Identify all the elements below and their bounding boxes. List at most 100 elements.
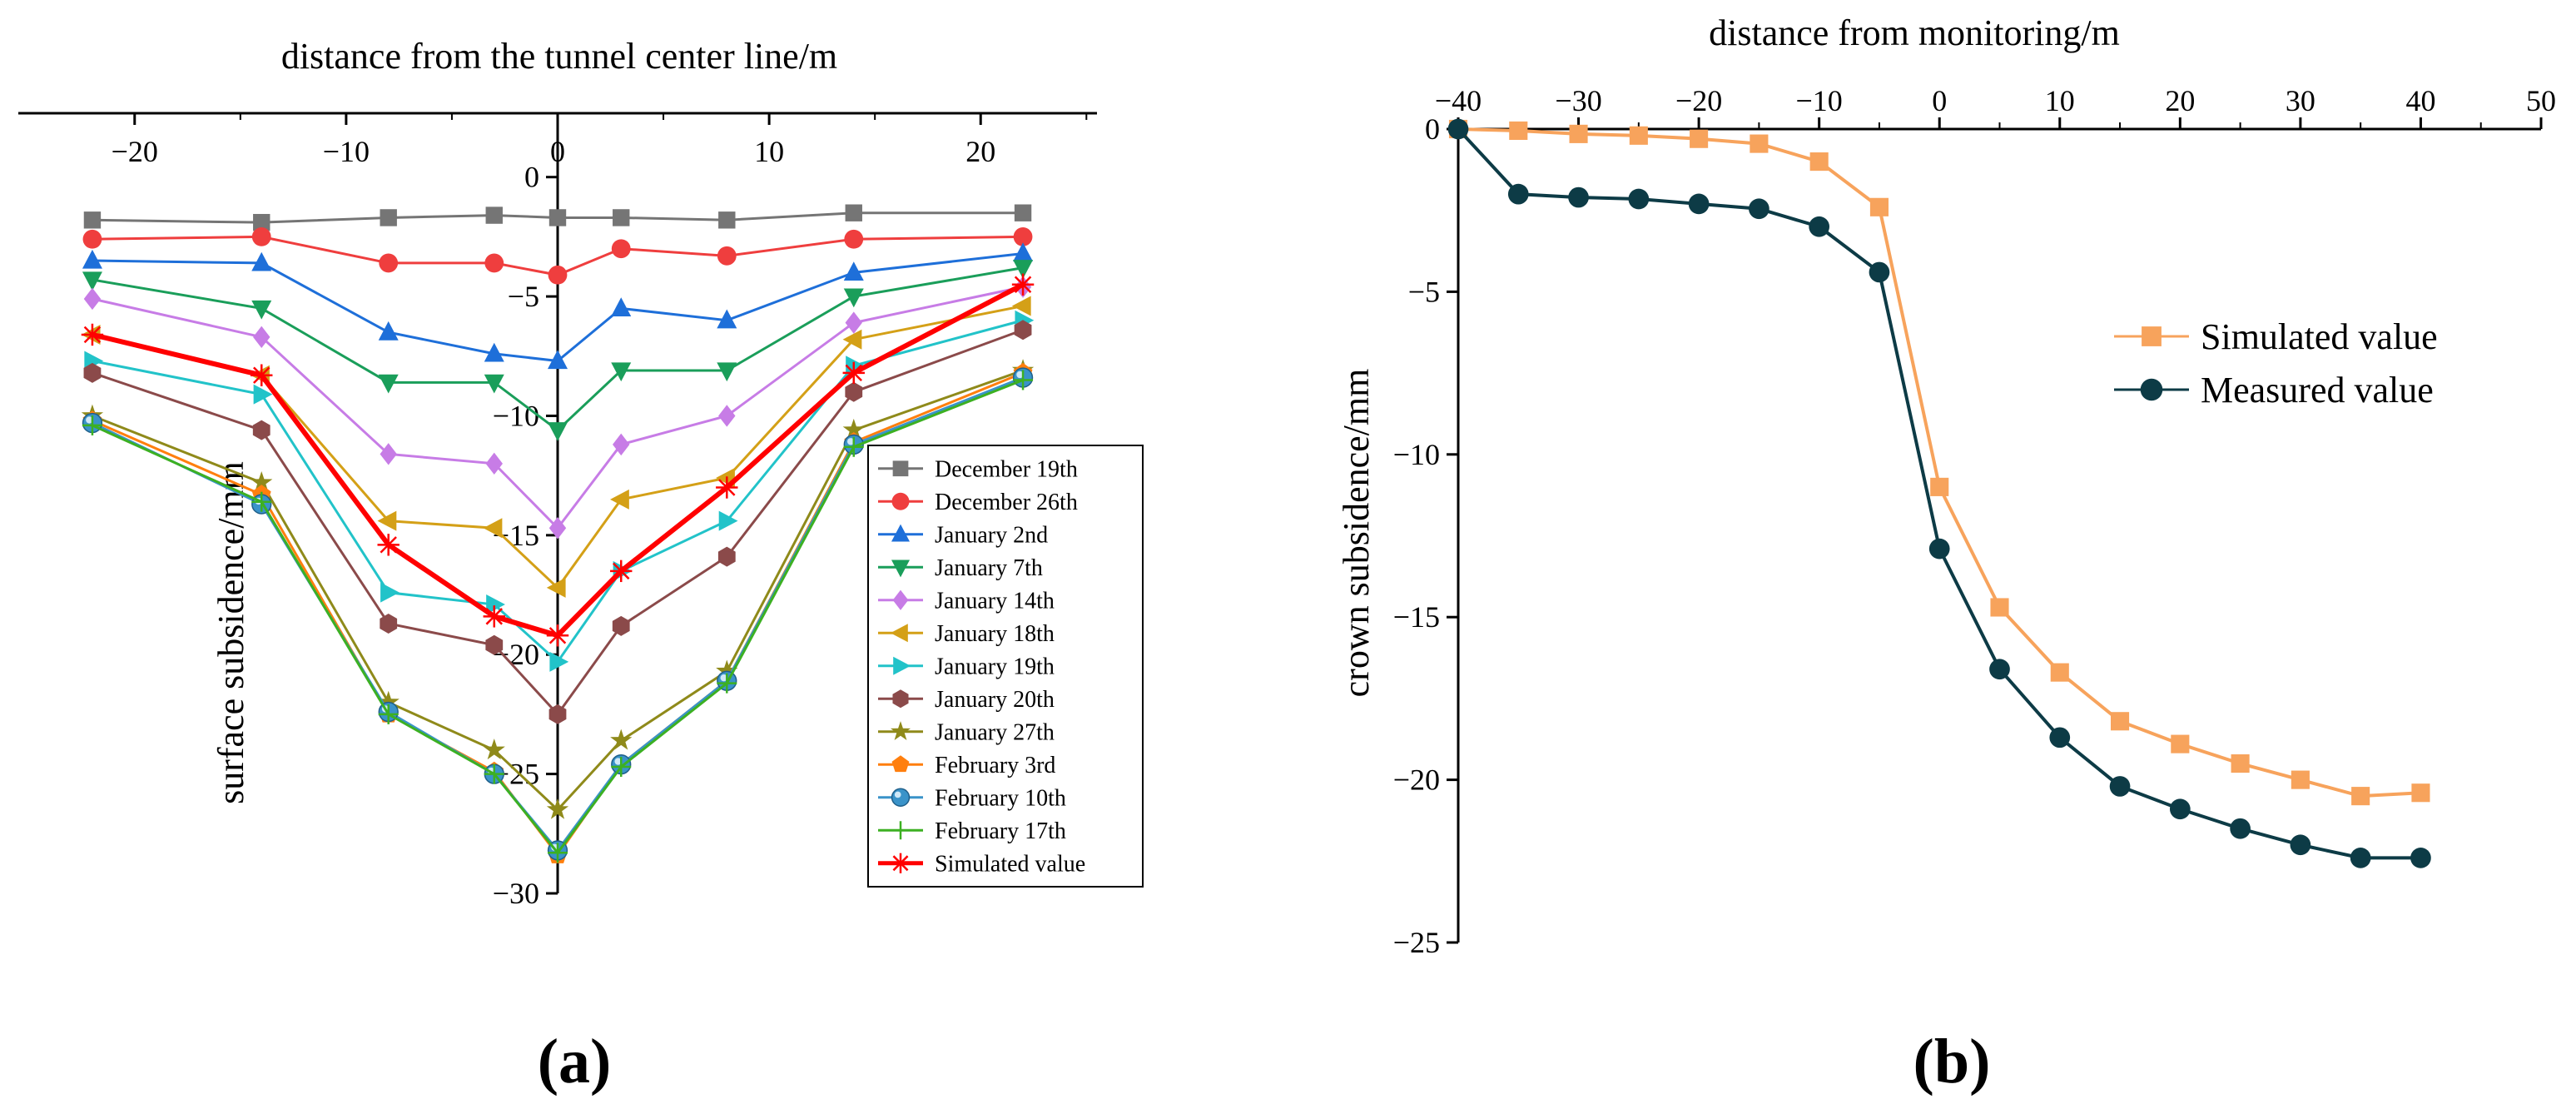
data-point xyxy=(717,309,737,329)
x-tick-label: 50 xyxy=(2526,84,2556,117)
data-point xyxy=(2169,798,2191,820)
data-point-highlight xyxy=(86,416,93,424)
data-point-shape xyxy=(2230,818,2251,839)
data-point xyxy=(251,364,273,386)
chart-b-series xyxy=(1447,118,2431,868)
data-point-shape xyxy=(377,690,400,712)
legend-entry: January 7th xyxy=(878,555,1043,581)
panel-b-label: (b) xyxy=(1913,1027,1991,1097)
y-tick-label: 0 xyxy=(1425,112,1440,146)
data-point xyxy=(2111,712,2130,731)
legend-entry: January 18th xyxy=(878,621,1055,647)
data-point-shape xyxy=(2410,848,2431,868)
legend-label: January 19th xyxy=(935,654,1055,679)
data-point-shape xyxy=(253,213,271,231)
data-point-highlight xyxy=(1016,371,1024,379)
legend-marker-shape xyxy=(2142,326,2162,346)
data-point-shape xyxy=(611,362,632,382)
data-point xyxy=(1690,129,1709,148)
data-point xyxy=(82,415,102,435)
data-point xyxy=(2109,776,2131,797)
data-point-shape xyxy=(2291,770,2310,789)
data-point xyxy=(251,300,272,320)
x-tick-label: 0 xyxy=(550,135,565,168)
data-point-shape xyxy=(2171,734,2190,753)
data-point xyxy=(82,229,102,249)
data-point-shape xyxy=(484,374,504,394)
data-point-shape xyxy=(483,739,505,760)
data-point xyxy=(611,757,632,778)
legend-entry: February 17th xyxy=(878,818,1066,844)
data-point xyxy=(1930,477,1949,496)
data-point xyxy=(717,673,737,694)
data-point xyxy=(1928,538,1950,559)
data-point xyxy=(82,249,102,269)
data-point-shape xyxy=(2111,712,2130,731)
data-point-shape xyxy=(484,342,504,362)
series-line xyxy=(1457,127,2421,798)
data-point xyxy=(1013,242,1034,262)
y-tick-label: −20 xyxy=(1393,763,1440,797)
data-point-shape xyxy=(546,798,569,819)
data-point-shape xyxy=(845,204,862,221)
data-point-shape xyxy=(842,329,862,350)
data-point xyxy=(485,206,503,224)
legend-marker-shape xyxy=(2140,378,2163,401)
data-point xyxy=(251,470,273,492)
data-point-shape xyxy=(1809,216,1830,237)
legend-marker-shape xyxy=(892,589,909,610)
data-point xyxy=(1749,198,1769,220)
data-point xyxy=(845,204,862,221)
data-point-shape xyxy=(548,704,567,724)
chart-a-ylabel: surface subsidence/mm xyxy=(211,461,251,804)
data-point xyxy=(251,251,272,271)
legend-label: January 14th xyxy=(935,588,1055,614)
data-point-shape xyxy=(2109,776,2131,797)
series-january-7th xyxy=(82,260,1034,441)
legend-entry: January 14th xyxy=(878,588,1055,614)
data-point-shape xyxy=(716,659,738,681)
x-tick-label: 40 xyxy=(2405,84,2435,117)
data-point xyxy=(486,594,505,615)
data-point xyxy=(546,577,566,598)
data-point-shape xyxy=(1013,242,1034,262)
data-point xyxy=(1011,296,1031,316)
data-point-shape xyxy=(842,418,865,440)
data-point xyxy=(2351,787,2370,806)
data-point-shape xyxy=(83,287,102,311)
data-point xyxy=(611,362,632,382)
x-tick-label: 10 xyxy=(2045,84,2075,117)
data-point-shape xyxy=(484,253,504,273)
data-point xyxy=(1629,126,1648,145)
x-tick-label: −20 xyxy=(112,135,158,168)
legend-marker-shape xyxy=(892,460,909,477)
data-point xyxy=(484,253,504,273)
data-point-shape xyxy=(378,321,399,341)
data-point-shape xyxy=(82,229,102,249)
data-point-shape xyxy=(613,209,630,226)
data-point-shape xyxy=(1930,477,1949,496)
x-tick-label: 10 xyxy=(754,135,784,168)
data-point xyxy=(716,659,738,681)
data-point xyxy=(83,362,102,383)
data-point xyxy=(81,323,104,346)
legend-entry: Simulated value xyxy=(2114,316,2438,357)
data-point-shape xyxy=(1749,198,1769,220)
legend-marker-shape xyxy=(890,624,908,643)
data-point xyxy=(1869,261,1890,283)
data-point-shape xyxy=(718,510,738,531)
panel-a-label: (a) xyxy=(538,1027,612,1097)
legend-marker xyxy=(891,821,910,840)
data-point-shape xyxy=(612,615,630,636)
data-point-shape xyxy=(1628,188,1650,210)
data-point xyxy=(380,613,398,634)
data-point xyxy=(2049,727,2071,748)
data-point-shape xyxy=(548,422,568,441)
data-point-shape xyxy=(2350,848,2371,868)
data-point xyxy=(717,362,737,382)
legend-entry: January 19th xyxy=(878,654,1055,679)
legend-label: January 2nd xyxy=(935,522,1048,548)
data-point xyxy=(612,615,630,636)
legend-marker xyxy=(890,624,908,643)
series-measured-value xyxy=(1447,118,2431,868)
